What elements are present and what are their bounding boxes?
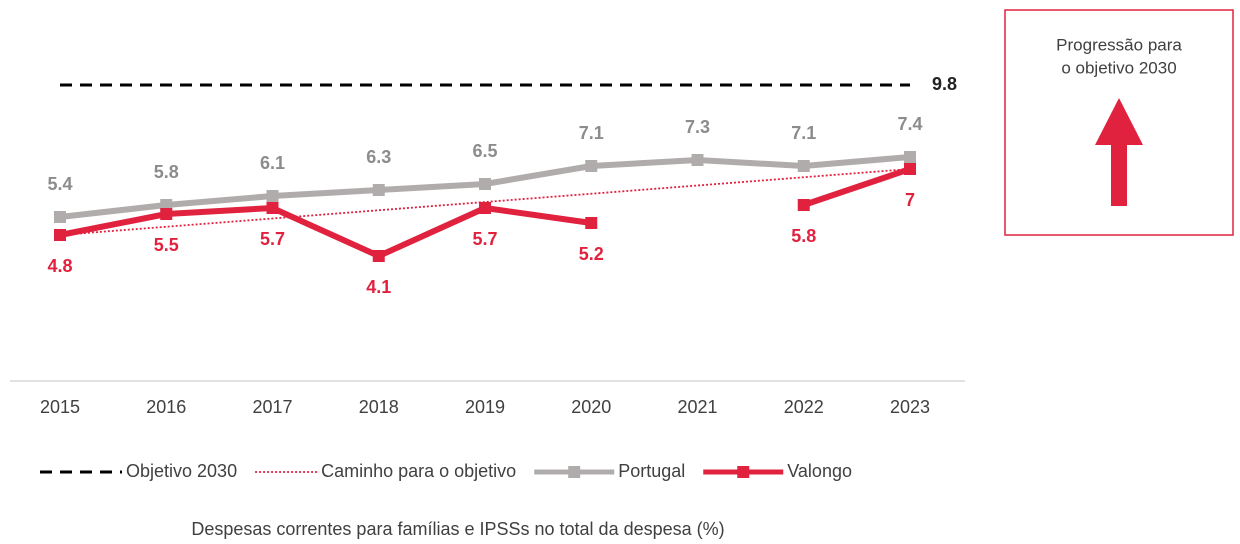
data-label: 5.7 bbox=[260, 229, 285, 249]
point bbox=[691, 154, 704, 166]
x-tick-label: 2021 bbox=[677, 397, 717, 417]
point bbox=[797, 160, 810, 172]
data-label: 7.3 bbox=[685, 117, 710, 137]
legend-label: Objetivo 2030 bbox=[126, 461, 237, 481]
point bbox=[266, 190, 279, 202]
data-label: 5.5 bbox=[154, 235, 179, 255]
point bbox=[372, 184, 385, 196]
data-label: 6.1 bbox=[260, 153, 285, 173]
data-label: 6.5 bbox=[472, 141, 497, 161]
x-tick-label: 2019 bbox=[465, 397, 505, 417]
point bbox=[479, 178, 491, 190]
legend-label: Valongo bbox=[787, 461, 852, 481]
legend-marker bbox=[568, 466, 581, 478]
legend-label: Portugal bbox=[618, 461, 685, 481]
point bbox=[585, 160, 598, 172]
legend-marker bbox=[737, 466, 750, 478]
up-arrow bbox=[1095, 98, 1143, 206]
x-tick-label: 2022 bbox=[784, 397, 824, 417]
box-text: Progressão para bbox=[1056, 35, 1182, 54]
data-label: 5.4 bbox=[47, 174, 72, 194]
series-line bbox=[59, 204, 592, 260]
point bbox=[904, 163, 916, 175]
data-label: 9.8 bbox=[932, 74, 957, 94]
point bbox=[54, 229, 66, 241]
data-label: 5.7 bbox=[472, 229, 497, 249]
point bbox=[54, 211, 66, 223]
data-label: 7.1 bbox=[791, 123, 816, 143]
point bbox=[372, 250, 385, 262]
data-label: 5.8 bbox=[154, 162, 179, 182]
x-tick-label: 2020 bbox=[571, 397, 611, 417]
x-tick-label: 2016 bbox=[146, 397, 186, 417]
point bbox=[585, 217, 598, 229]
point bbox=[904, 151, 916, 163]
series-line bbox=[802, 166, 911, 208]
data-label: 4.1 bbox=[366, 277, 391, 297]
point bbox=[266, 202, 279, 214]
x-tick-label: 2023 bbox=[890, 397, 930, 417]
data-label: 5.2 bbox=[579, 244, 604, 264]
data-label: 7.1 bbox=[579, 123, 604, 143]
x-tick-label: 2017 bbox=[252, 397, 292, 417]
x-tick-label: 2015 bbox=[40, 397, 80, 417]
legend-label: Caminho para o objetivo bbox=[321, 461, 516, 481]
data-label: 7 bbox=[905, 190, 915, 210]
point bbox=[797, 199, 810, 211]
data-label: 4.8 bbox=[47, 256, 72, 276]
caption: Despesas correntes para famílias e IPSSs… bbox=[191, 519, 724, 539]
progress-box bbox=[1004, 9, 1234, 236]
box-text: o objetivo 2030 bbox=[1061, 58, 1176, 77]
data-label: 7.4 bbox=[897, 114, 922, 134]
data-label: 5.8 bbox=[791, 226, 816, 246]
data-label: 6.3 bbox=[366, 147, 391, 167]
point bbox=[479, 202, 491, 214]
x-tick-label: 2018 bbox=[359, 397, 399, 417]
point bbox=[160, 208, 173, 220]
